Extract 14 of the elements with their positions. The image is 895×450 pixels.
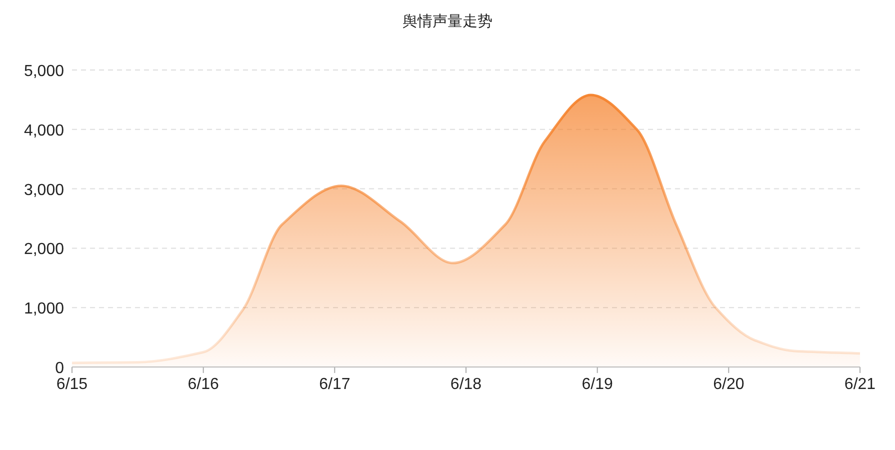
- x-tick-label: 6/16: [188, 376, 220, 393]
- y-tick-label: 3,000: [24, 182, 64, 199]
- x-tick-label: 6/19: [582, 376, 614, 393]
- x-tick-label: 6/21: [844, 376, 876, 393]
- y-tick-label: 2,000: [24, 241, 64, 258]
- y-tick-label: 5,000: [24, 63, 64, 80]
- y-tick-label: 1,000: [24, 300, 64, 318]
- x-tick-label: 6/15: [56, 376, 88, 393]
- y-tick-label: 0: [55, 360, 64, 377]
- x-tick-label: 6/17: [319, 376, 350, 393]
- y-tick-label: 4,000: [24, 122, 64, 140]
- x-tick-label: 6/18: [450, 376, 482, 393]
- x-tick-label: 6/20: [713, 376, 744, 393]
- chart-title: 舆情声量走势: [402, 13, 492, 30]
